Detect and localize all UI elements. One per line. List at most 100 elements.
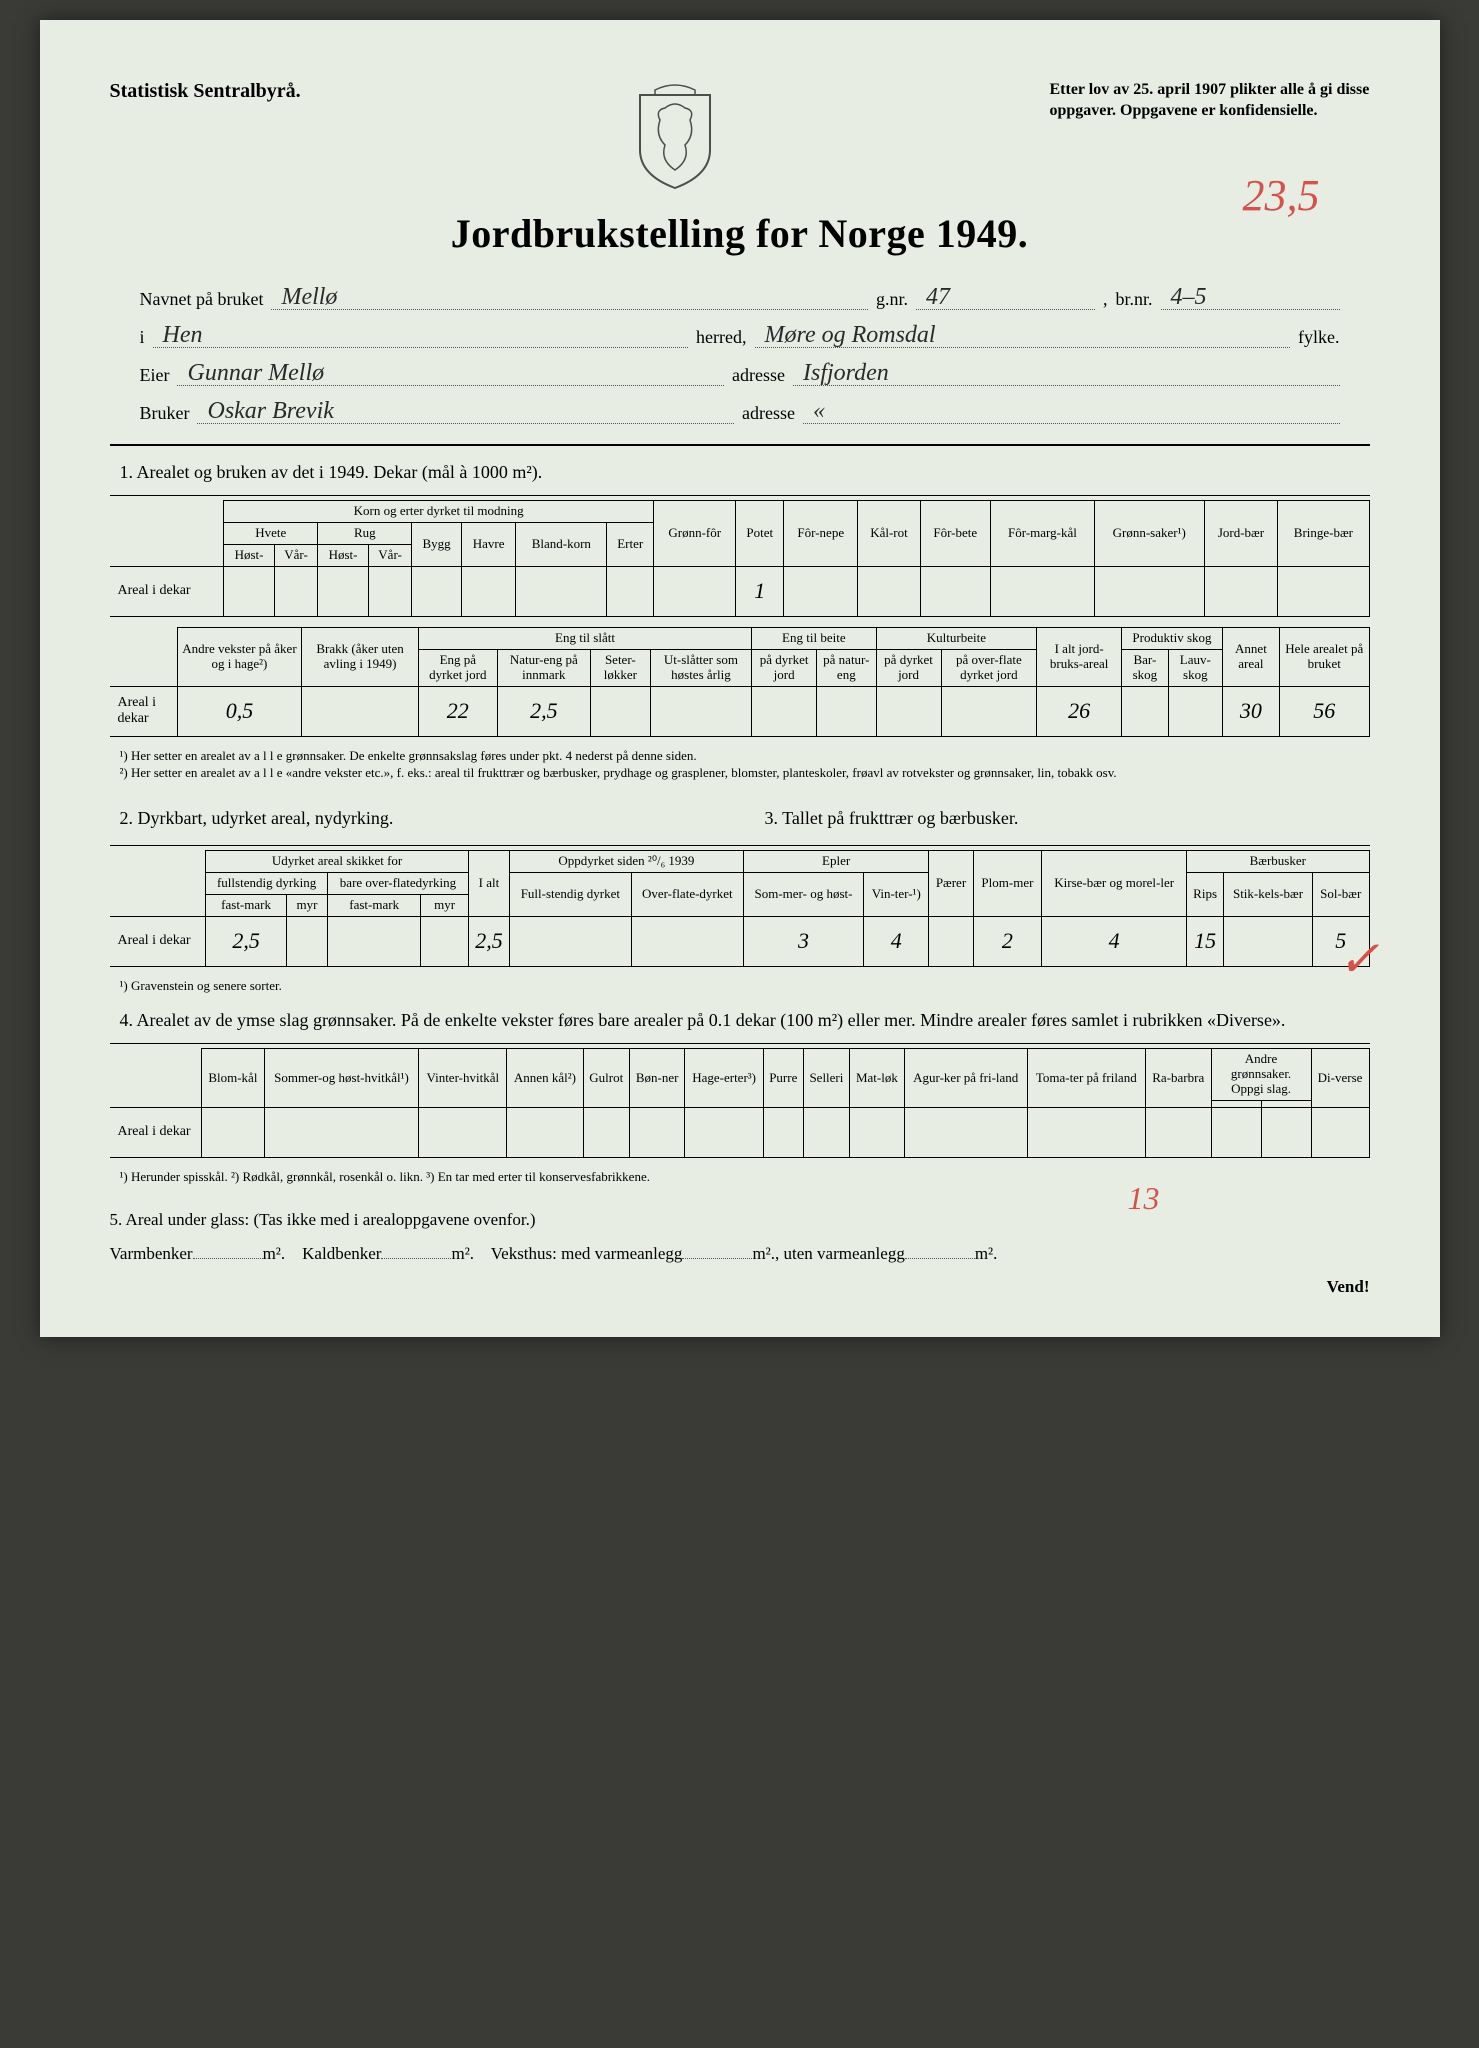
th-fornepe: Fôr-nepe <box>784 501 858 567</box>
th-stikkels: Stik-kels-bær <box>1224 872 1313 916</box>
s5-kaldbenker: Kaldbenker <box>302 1244 381 1263</box>
th-bringebaer: Bringe-bær <box>1278 501 1369 567</box>
th-kirse: Kirse-bær og morel-ler <box>1042 850 1187 916</box>
th-bareover: bare over-flatedyrking <box>328 872 469 894</box>
org-name: Statistisk Sentralbyrå. <box>110 80 301 103</box>
th-barskog: Bar-skog <box>1122 649 1169 686</box>
header: Statistisk Sentralbyrå. Etter lov av 25.… <box>110 80 1370 190</box>
s5-uten: uten varmeanlegg <box>784 1244 905 1263</box>
section4-head: 4. Arealet av de ymse slag grønnsaker. P… <box>110 1010 1370 1031</box>
th-diverse: Di-verse <box>1311 1049 1369 1108</box>
coat-of-arms <box>630 80 720 190</box>
field-fylke: Møre og Romsdal <box>755 322 936 348</box>
page-title: Jordbrukstelling for Norge 1949. <box>110 210 1370 257</box>
th-gulrot: Gulrot <box>583 1049 629 1108</box>
label-i: i <box>140 327 145 348</box>
fn1: ¹) Her setter en arealet av a l l e grøn… <box>120 747 1370 765</box>
th-padyrket: på dyrket jord <box>752 649 817 686</box>
fn4: ¹) Herunder spisskål. ²) Rødkål, grønnkå… <box>110 1168 1370 1186</box>
s5-veksthus: Veksthus: med varmeanlegg <box>491 1244 683 1263</box>
label-navnet: Navnet på bruket <box>140 289 264 310</box>
section2-head: 2. Dyrkbart, udyrket areal, nydyrking. <box>110 808 725 829</box>
th-rips: Rips <box>1187 872 1224 916</box>
field-bruker: Oskar Brevik <box>197 398 333 424</box>
th-blomkal: Blom-kål <box>202 1049 265 1108</box>
th-engdyrket: Eng på dyrket jord <box>418 649 497 686</box>
th-vinter: Vin-ter-¹) <box>864 872 929 916</box>
th-bonner: Bøn-ner <box>629 1049 685 1108</box>
th-formargkal: Fôr-marg-kål <box>991 501 1095 567</box>
rowlabel-4: Areal i dekar <box>110 1107 202 1157</box>
section1-head: 1. Arealet og bruken av det i 1949. Deka… <box>110 462 1370 483</box>
val-sommer: 3 <box>743 916 863 966</box>
th-prodskog: Produktiv skog <box>1122 627 1223 649</box>
s5-varmbenker: Varmbenker <box>110 1244 193 1263</box>
th-myr1: myr <box>286 894 327 916</box>
th-blandkorn: Bland-korn <box>516 522 607 566</box>
th-erter: Erter <box>607 522 654 566</box>
label-adresse2: adresse <box>742 403 795 424</box>
th-solbaer: Sol-bær <box>1312 872 1369 916</box>
th-jordbaer: Jord-bær <box>1204 501 1278 567</box>
th-andre4: Andre grønnsaker. Oppgi slag. <box>1211 1049 1311 1101</box>
th-annenkal: Annen kål²) <box>507 1049 583 1108</box>
th-panatur: på natur-eng <box>817 649 876 686</box>
val-kirse: 4 <box>1042 916 1187 966</box>
field-gnr: 47 <box>916 284 950 310</box>
th-agurker: Agur-ker på fri-land <box>904 1049 1027 1108</box>
th-korn: Korn og erter dyrket til modning <box>224 501 654 523</box>
th-gronnfor: Grønn-fôr <box>654 501 736 567</box>
th-epler: Epler <box>743 850 929 872</box>
th-engslatt: Eng til slått <box>418 627 751 649</box>
rowlabel-1a: Areal i dekar <box>110 566 224 616</box>
s5-head: 5. Areal under glass: (Tas ikke med i ar… <box>110 1210 536 1229</box>
val-fastmark1: 2,5 <box>206 916 287 966</box>
th-purre: Purre <box>763 1049 803 1108</box>
th-padyrket2: på dyrket jord <box>876 649 941 686</box>
th-baerbusker: Bærbusker <box>1187 850 1369 872</box>
th-bygg: Bygg <box>412 522 462 566</box>
th-selleri: Selleri <box>803 1049 849 1108</box>
th-sommerkal: Sommer-og høst-hvitkål¹) <box>264 1049 419 1108</box>
field-navnet: Mellø <box>271 284 337 310</box>
field-adresse2: « <box>803 398 825 424</box>
label-gnr: g.nr. <box>876 289 908 310</box>
th-ialt2: I alt <box>468 850 509 916</box>
th-engbeite: Eng til beite <box>752 627 876 649</box>
th-myr2: myr <box>421 894 469 916</box>
table-4: Blom-kål Sommer-og høst-hvitkål¹) Vinter… <box>110 1048 1370 1158</box>
th-lauvskog: Lauv-skog <box>1168 649 1222 686</box>
field-i: Hen <box>153 322 203 348</box>
table-1a: Korn og erter dyrket til modning Grønn-f… <box>110 500 1370 617</box>
label-fylke: fylke. <box>1298 327 1339 348</box>
farm-info: Navnet på bruket Mellø g.nr. 47 , br.nr.… <box>110 282 1370 424</box>
field-brnr: 4–5 <box>1161 284 1207 310</box>
val-ialt: 26 <box>1037 686 1122 736</box>
th-ialtjord: I alt jord-bruks-areal <box>1037 627 1122 686</box>
rowlabel-23: Areal i dekar <box>110 916 206 966</box>
th-paoverflate: på over-flate dyrket jord <box>941 649 1037 686</box>
vend: Vend! <box>110 1277 1370 1297</box>
th-seter: Seter-løkker <box>590 649 650 686</box>
section5: 5. Areal under glass: (Tas ikke med i ar… <box>110 1203 1370 1271</box>
fn3: ¹) Gravenstein og senere sorter. <box>110 977 1370 995</box>
red-annotation-13: 13 <box>1128 1180 1160 1217</box>
th-tomater: Toma-ter på friland <box>1027 1049 1145 1108</box>
th-annet: Annet areal <box>1222 627 1279 686</box>
label-eier: Eier <box>140 365 170 386</box>
th-rug-host: Høst- <box>318 544 369 566</box>
th-kulturbeite: Kulturbeite <box>876 627 1037 649</box>
val-plommer: 2 <box>973 916 1042 966</box>
th-fastmark1: fast-mark <box>206 894 287 916</box>
th-oppdyrket: Oppdyrket siden ²⁰/₆ 1939 <box>509 850 743 872</box>
val-annet: 30 <box>1222 686 1279 736</box>
th-sommer: Som-mer- og høst- <box>743 872 863 916</box>
th-hele: Hele arealet på bruket <box>1279 627 1369 686</box>
th-hvete-host: Høst- <box>224 544 275 566</box>
footnotes-1: ¹) Her setter en arealet av a l l e grøn… <box>110 747 1370 782</box>
legal-text: Etter lov av 25. april 1907 plikter alle… <box>1050 80 1370 122</box>
th-forbete: Fôr-bete <box>920 501 990 567</box>
th-matlok: Mat-løk <box>850 1049 905 1108</box>
val-rips: 15 <box>1187 916 1224 966</box>
th-rug: Rug <box>318 522 412 544</box>
